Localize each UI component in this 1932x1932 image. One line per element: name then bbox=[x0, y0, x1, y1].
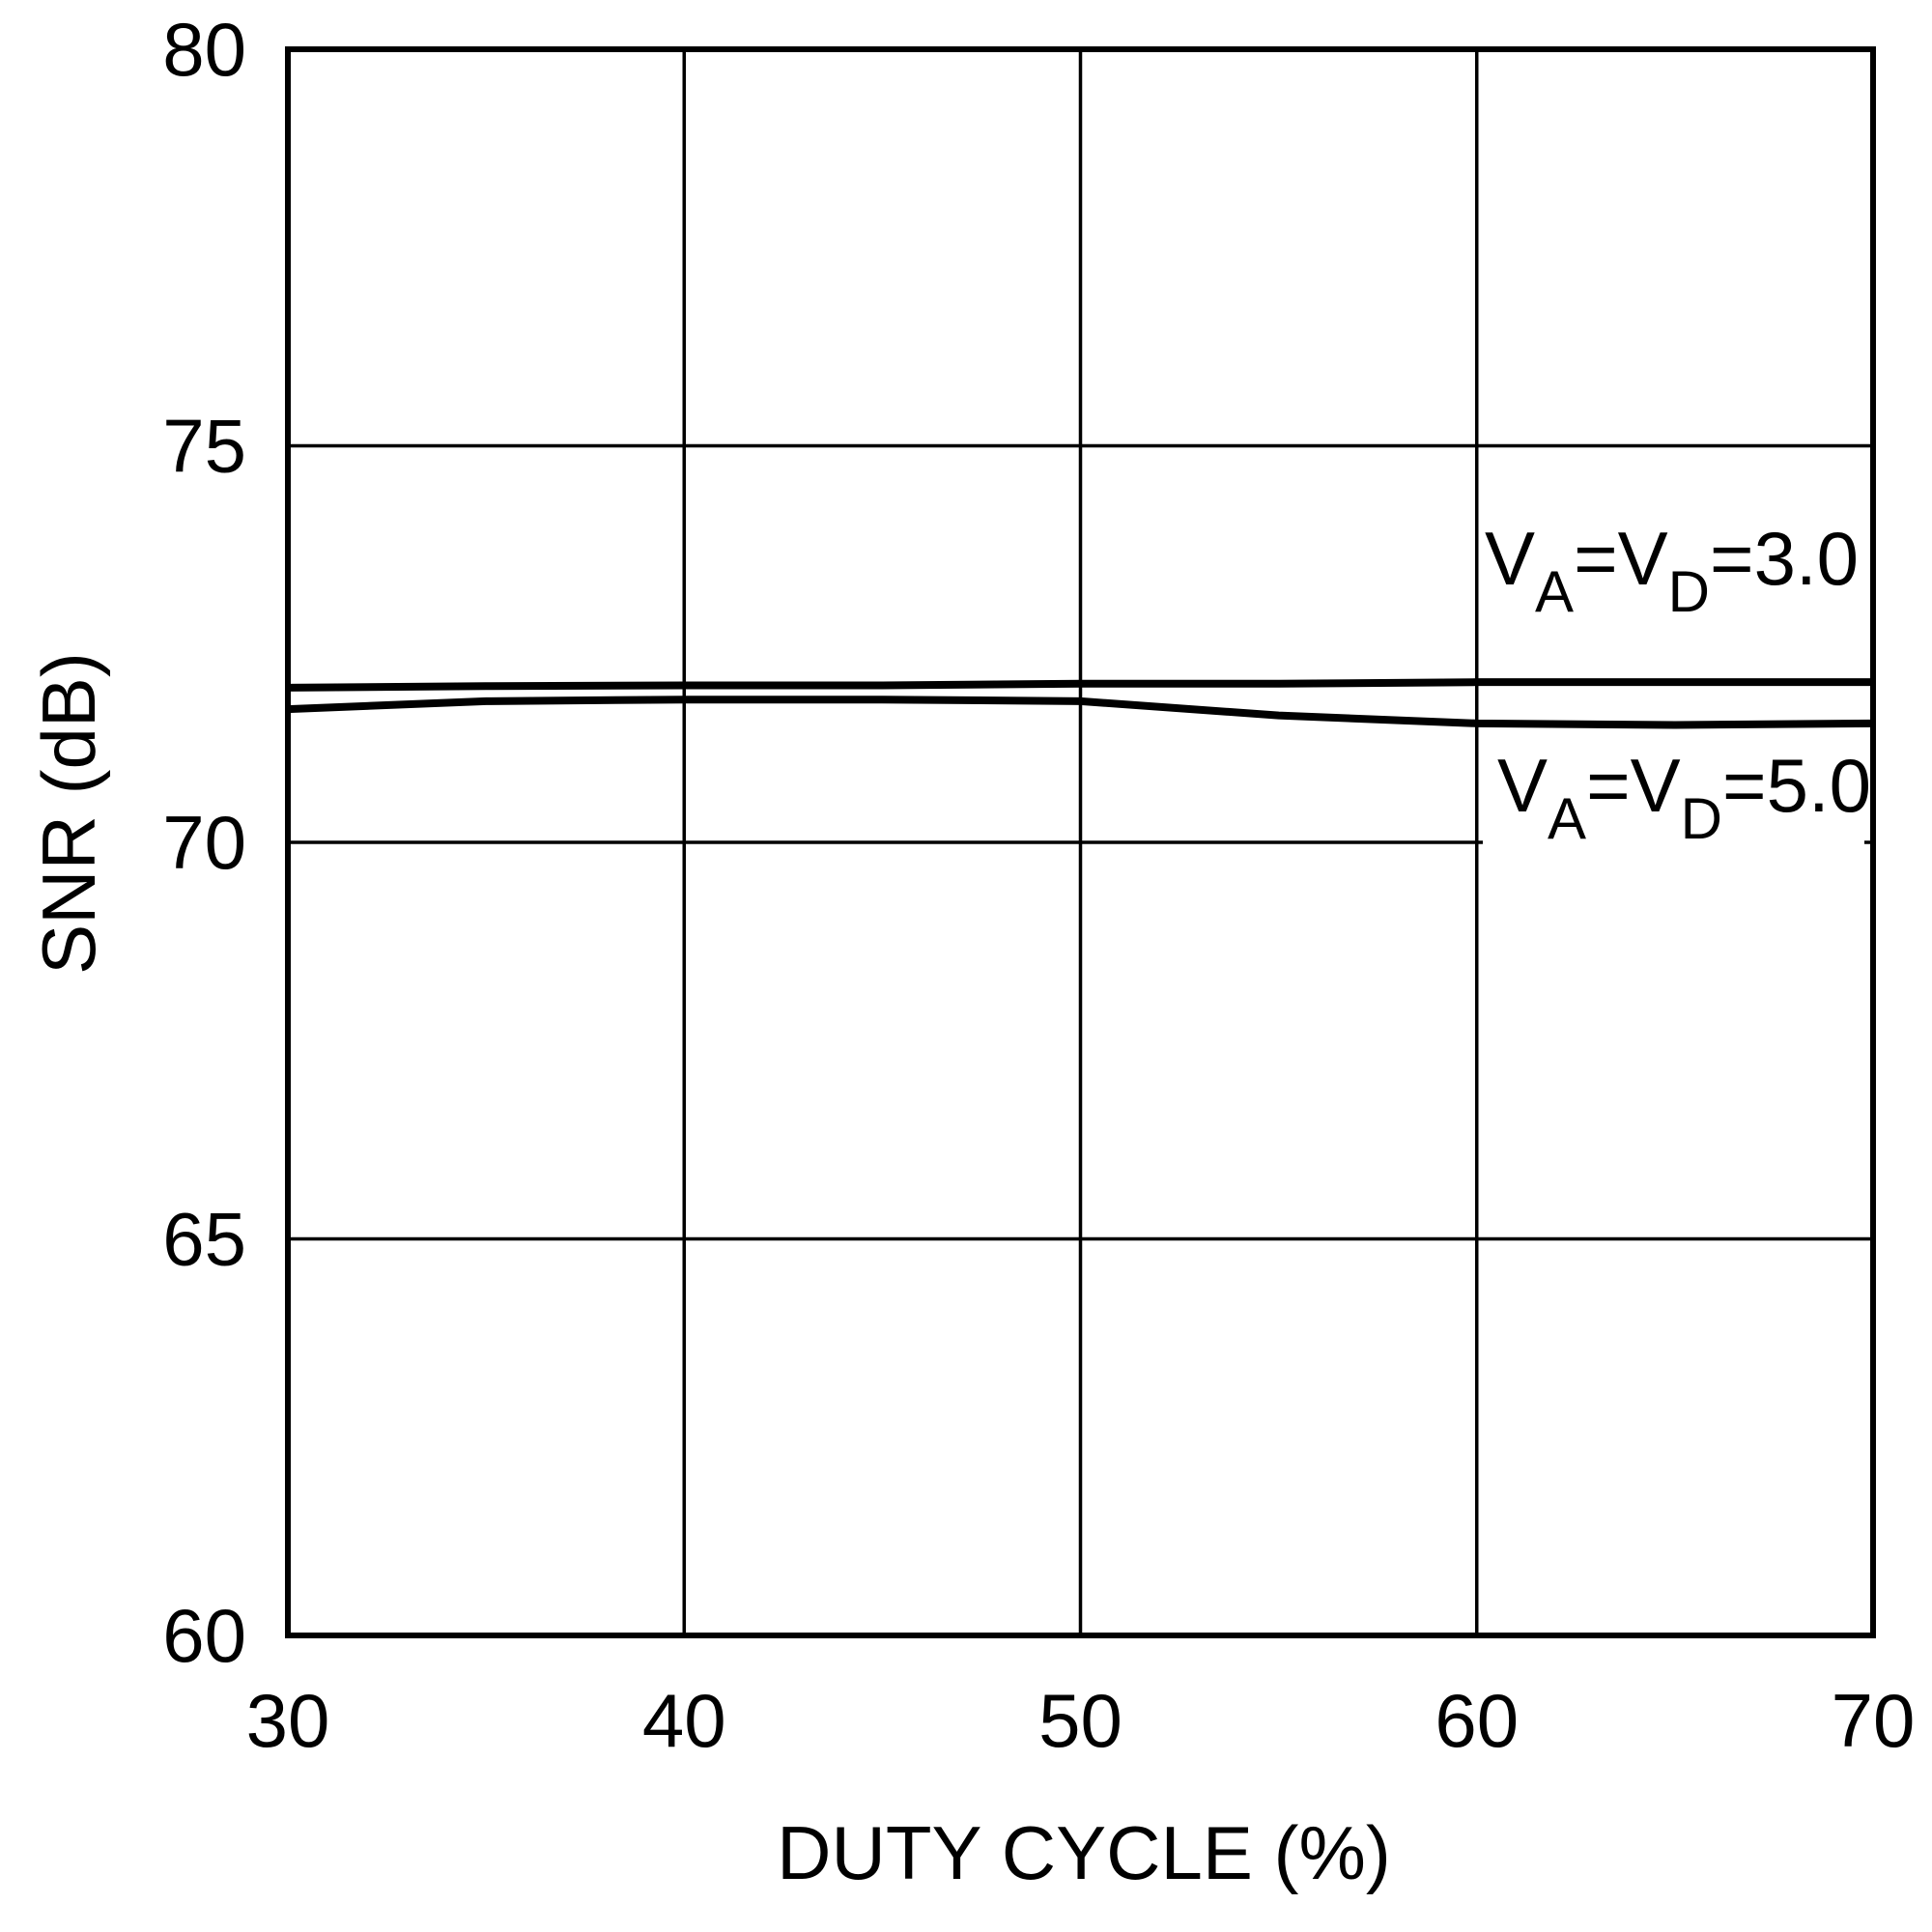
label-part: 5 bbox=[1767, 743, 1808, 828]
label-part: . bbox=[1808, 743, 1830, 828]
y-tick-label: 70 bbox=[162, 800, 246, 885]
x-tick-label: 50 bbox=[1038, 1678, 1122, 1763]
x-axis-title: DUTY CYCLE (%) bbox=[777, 1810, 1391, 1895]
plot-frame bbox=[285, 46, 1876, 1638]
y-tick-label: 80 bbox=[162, 7, 246, 92]
y-tick-label: 75 bbox=[162, 404, 246, 489]
x-tick-label: 40 bbox=[642, 1678, 726, 1763]
x-tick-label: 30 bbox=[246, 1678, 330, 1763]
label-part: = bbox=[1722, 743, 1767, 828]
label-part: 0 bbox=[1817, 516, 1859, 601]
series-line bbox=[287, 696, 1874, 729]
label-part: D bbox=[1681, 786, 1722, 851]
series-line bbox=[287, 678, 1873, 692]
label-part: A bbox=[1535, 559, 1574, 624]
label-part: V bbox=[1618, 516, 1668, 601]
label-part: V bbox=[1497, 743, 1548, 828]
label-part: = bbox=[1710, 516, 1754, 601]
label-part: = bbox=[1586, 743, 1631, 828]
series-label: VA=VD=3.0 bbox=[1485, 516, 1859, 624]
label-part: 0 bbox=[1830, 743, 1871, 828]
y-axis-title: SNR (dB) bbox=[26, 652, 111, 975]
series-label: VA=VD=5.0 bbox=[1497, 743, 1871, 851]
label-part: V bbox=[1631, 743, 1681, 828]
label-part: V bbox=[1485, 516, 1535, 601]
label-part: . bbox=[1796, 516, 1817, 601]
label-part: = bbox=[1574, 516, 1618, 601]
label-part: A bbox=[1548, 786, 1586, 851]
label-part: 3 bbox=[1754, 516, 1796, 601]
y-tick-label: 65 bbox=[162, 1197, 246, 1282]
label-background bbox=[1483, 749, 1864, 845]
y-tick-label: 60 bbox=[162, 1593, 246, 1678]
x-tick-label: 60 bbox=[1435, 1678, 1519, 1763]
label-part: D bbox=[1668, 559, 1710, 624]
x-tick-label: 70 bbox=[1832, 1678, 1916, 1763]
